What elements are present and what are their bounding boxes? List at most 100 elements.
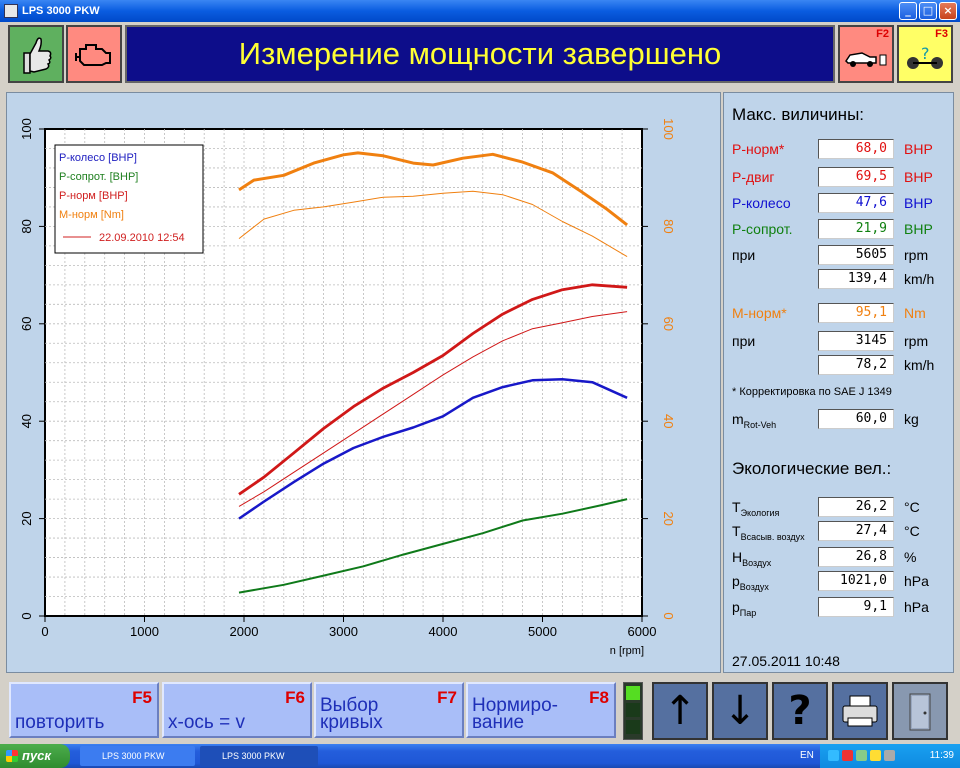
- clock: 11:39: [929, 750, 954, 761]
- scroll-up-button[interactable]: ↑: [652, 682, 708, 740]
- max-value-row: P-двиг 69,5 BHP: [732, 167, 954, 189]
- max-value-field: 3145: [818, 331, 894, 351]
- eco-unit: °C: [904, 523, 920, 539]
- eco-value-row: HВоздух 26,8%: [732, 547, 954, 569]
- max-value-field: 78,2: [818, 355, 894, 375]
- app-icon: [4, 4, 18, 18]
- max-value-row: при 5605 rpm: [732, 245, 954, 267]
- taskbar: пуск LPS 3000 PKW LPS 3000 PKW EN 11:39: [0, 744, 960, 768]
- max-value-row: при 3145 rpm: [732, 331, 954, 353]
- scroll-down-button[interactable]: ↓: [712, 682, 768, 740]
- select-curves-label: Выбор кривых: [320, 695, 383, 733]
- max-values-panel: Макс. виличины: P-норм* 68,0 BHP P-двиг 69,5…: [723, 92, 954, 673]
- f8-key-label: F8: [589, 688, 609, 707]
- max-value-field: 68,0: [818, 139, 894, 159]
- measurement-datetime: 27.05.2011 10:48: [732, 653, 840, 669]
- arrow-up-icon: ↑: [663, 688, 697, 734]
- sae-note: * Корректировка по SAE J 1349: [732, 386, 892, 398]
- max-value-field: 47,6: [818, 193, 894, 213]
- x-axis-label: n [rpm]: [610, 645, 644, 657]
- eco-label: TЭкология: [732, 499, 780, 518]
- taskbar-item-2[interactable]: LPS 3000 PKW: [200, 746, 318, 766]
- y-tick-label-right: 40: [661, 414, 676, 428]
- status-banner: Измерение мощности завершено: [125, 25, 835, 83]
- max-value-unit: BHP: [904, 169, 933, 185]
- max-value-label: P-сопрот.: [732, 221, 793, 237]
- exit-button[interactable]: [892, 682, 948, 740]
- max-value-label: P-колесо: [732, 195, 791, 211]
- series-line: [238, 311, 628, 507]
- max-value-unit: Nm: [904, 305, 926, 321]
- legend-entry: P-сопрот. [BHP]: [59, 171, 138, 183]
- mrot-value: 60,0: [818, 409, 894, 429]
- eco-unit: hPa: [904, 573, 929, 589]
- print-button[interactable]: [832, 682, 888, 740]
- taskbar-item-1[interactable]: LPS 3000 PKW: [80, 746, 195, 766]
- car-f2-button[interactable]: F2: [838, 25, 894, 83]
- max-value-unit: km/h: [904, 271, 935, 287]
- max-value-row: 78,2 km/h: [732, 355, 954, 377]
- max-value-unit: BHP: [904, 141, 933, 157]
- minimize-button[interactable]: _: [899, 2, 917, 20]
- eco-label: TВсасыв. воздух: [732, 523, 805, 542]
- max-value-row: P-норм* 68,0 BHP: [732, 139, 954, 161]
- max-value-row: P-сопрот. 21,9 BHP: [732, 219, 954, 241]
- series-line: [238, 151, 629, 227]
- max-value-label: P-двиг: [732, 169, 775, 185]
- x-tick-label: 5000: [528, 624, 557, 639]
- eco-header: Экологические вел.:: [732, 459, 892, 478]
- thumbs-up-button[interactable]: [8, 25, 64, 83]
- max-value-row: 139,4 km/h: [732, 269, 954, 291]
- max-value-unit: BHP: [904, 221, 933, 237]
- tray-icon-4[interactable]: [870, 750, 881, 761]
- tray-icon-2[interactable]: [842, 750, 853, 761]
- maximize-button[interactable]: □: [919, 2, 937, 20]
- legend-box: [54, 144, 204, 254]
- repeat-button[interactable]: F5 повторить: [9, 682, 159, 738]
- eco-label: HВоздух: [732, 549, 772, 568]
- x-tick-label: 4000: [429, 624, 458, 639]
- eco-unit: hPa: [904, 599, 929, 615]
- series-line: [238, 378, 628, 520]
- normalize-button[interactable]: F8 Нормиро-вание: [466, 682, 616, 738]
- eco-value-field: 1021,0: [818, 571, 894, 591]
- window-title: LPS 3000 PKW: [22, 5, 100, 17]
- y-tick-label-left: 80: [19, 219, 34, 233]
- eco-value-row: TВсасыв. воздух 27,4 °C: [732, 521, 954, 543]
- max-value-field: 69,5: [818, 167, 894, 187]
- max-value-unit: rpm: [904, 247, 929, 263]
- f3-key-label: F3: [935, 28, 948, 40]
- y-tick-label-right: 20: [661, 511, 676, 525]
- tray-icon-1[interactable]: [828, 750, 839, 761]
- top-toolbar: Измерение мощности завершено F2 F3 ?: [0, 22, 960, 88]
- max-value-unit: km/h: [904, 357, 935, 373]
- max-value-field: 139,4: [818, 269, 894, 289]
- select-curves-button[interactable]: F7 Выбор кривых: [314, 682, 464, 738]
- roller-help-icon: ?: [907, 44, 943, 69]
- eco-value-field: 26,8: [818, 547, 894, 567]
- tray-icon-3[interactable]: [856, 750, 867, 761]
- title-bar: LPS 3000 PKW _ □ ×: [0, 0, 960, 22]
- close-button[interactable]: ×: [939, 2, 957, 20]
- roller-f3-button[interactable]: F3 ?: [897, 25, 953, 83]
- language-indicator[interactable]: EN: [800, 750, 814, 761]
- start-button[interactable]: пуск: [0, 744, 70, 768]
- legend-entry: P-норм [BHP]: [59, 190, 128, 202]
- series-line: [238, 283, 628, 496]
- engine-button[interactable]: [66, 25, 122, 83]
- max-value-field: 21,9: [818, 219, 894, 239]
- help-button[interactable]: ?: [772, 682, 828, 740]
- door-icon: [909, 693, 931, 731]
- eco-label: pПар: [732, 599, 757, 618]
- x-tick-label: 3000: [329, 624, 358, 639]
- max-value-label: при: [732, 247, 756, 263]
- y-tick-label-left: 100: [19, 118, 34, 140]
- eco-value-row: TЭкология 26,2 °C: [732, 497, 954, 519]
- x-axis-button[interactable]: F6 x-ось = v: [162, 682, 312, 738]
- tray-icon-5[interactable]: [884, 750, 895, 761]
- f6-key-label: F6: [285, 688, 305, 707]
- f2-key-label: F2: [876, 28, 889, 40]
- max-value-row: M-норм* 95,1 Nm: [732, 303, 954, 325]
- chart-panel: 0 1000 2000 3000 4000 5000 6000 0 0 20 20 40 40 60 60 8…: [6, 92, 721, 673]
- x-tick-label: 1000: [130, 624, 159, 639]
